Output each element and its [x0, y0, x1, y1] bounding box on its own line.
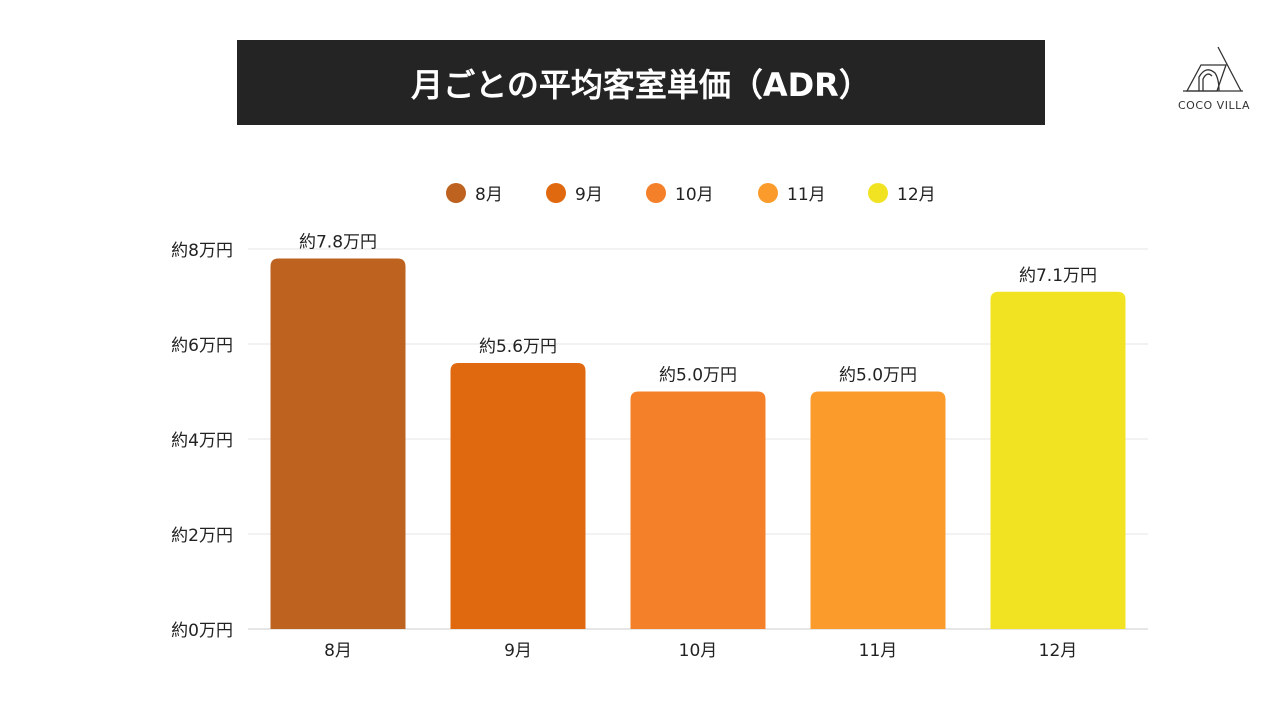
bar	[270, 258, 406, 629]
bar	[990, 291, 1126, 629]
x-tick-label: 10月	[679, 641, 718, 661]
legend-swatch	[546, 183, 566, 203]
data-label: 約5.0万円	[659, 366, 737, 386]
data-label: 約5.6万円	[479, 337, 557, 357]
x-tick-label: 8月	[324, 641, 352, 661]
legend-label: 12月	[897, 185, 936, 205]
x-tick-label: 11月	[859, 641, 898, 661]
y-tick-label: 約2万円	[171, 526, 233, 546]
bar	[630, 391, 766, 629]
data-label: 約7.1万円	[1019, 266, 1097, 286]
bar	[450, 363, 586, 629]
legend-label: 9月	[575, 185, 603, 205]
legend-swatch	[646, 183, 666, 203]
data-label: 約7.8万円	[299, 233, 377, 253]
y-tick-label: 約0万円	[171, 621, 233, 641]
coco-villa-logo: COCO VILLA	[1168, 45, 1260, 112]
y-tick-label: 約6万円	[171, 336, 233, 356]
tent-logo-icon	[1183, 46, 1243, 92]
data-label: 約5.0万円	[839, 366, 917, 386]
legend-swatch	[758, 183, 778, 203]
y-tick-label: 約4万円	[171, 431, 233, 451]
y-tick-label: 約8万円	[171, 241, 233, 261]
legend-label: 10月	[675, 185, 714, 205]
chart-title: 月ごとの平均客室単価（ADR）	[237, 40, 1045, 125]
logo-text: COCO VILLA	[1178, 99, 1250, 112]
legend-label: 8月	[475, 185, 503, 205]
bar	[810, 391, 946, 629]
x-tick-label: 9月	[504, 641, 532, 661]
legend-label: 11月	[787, 185, 826, 205]
legend-swatch	[446, 183, 466, 203]
x-tick-label: 12月	[1039, 641, 1078, 661]
legend-swatch	[868, 183, 888, 203]
